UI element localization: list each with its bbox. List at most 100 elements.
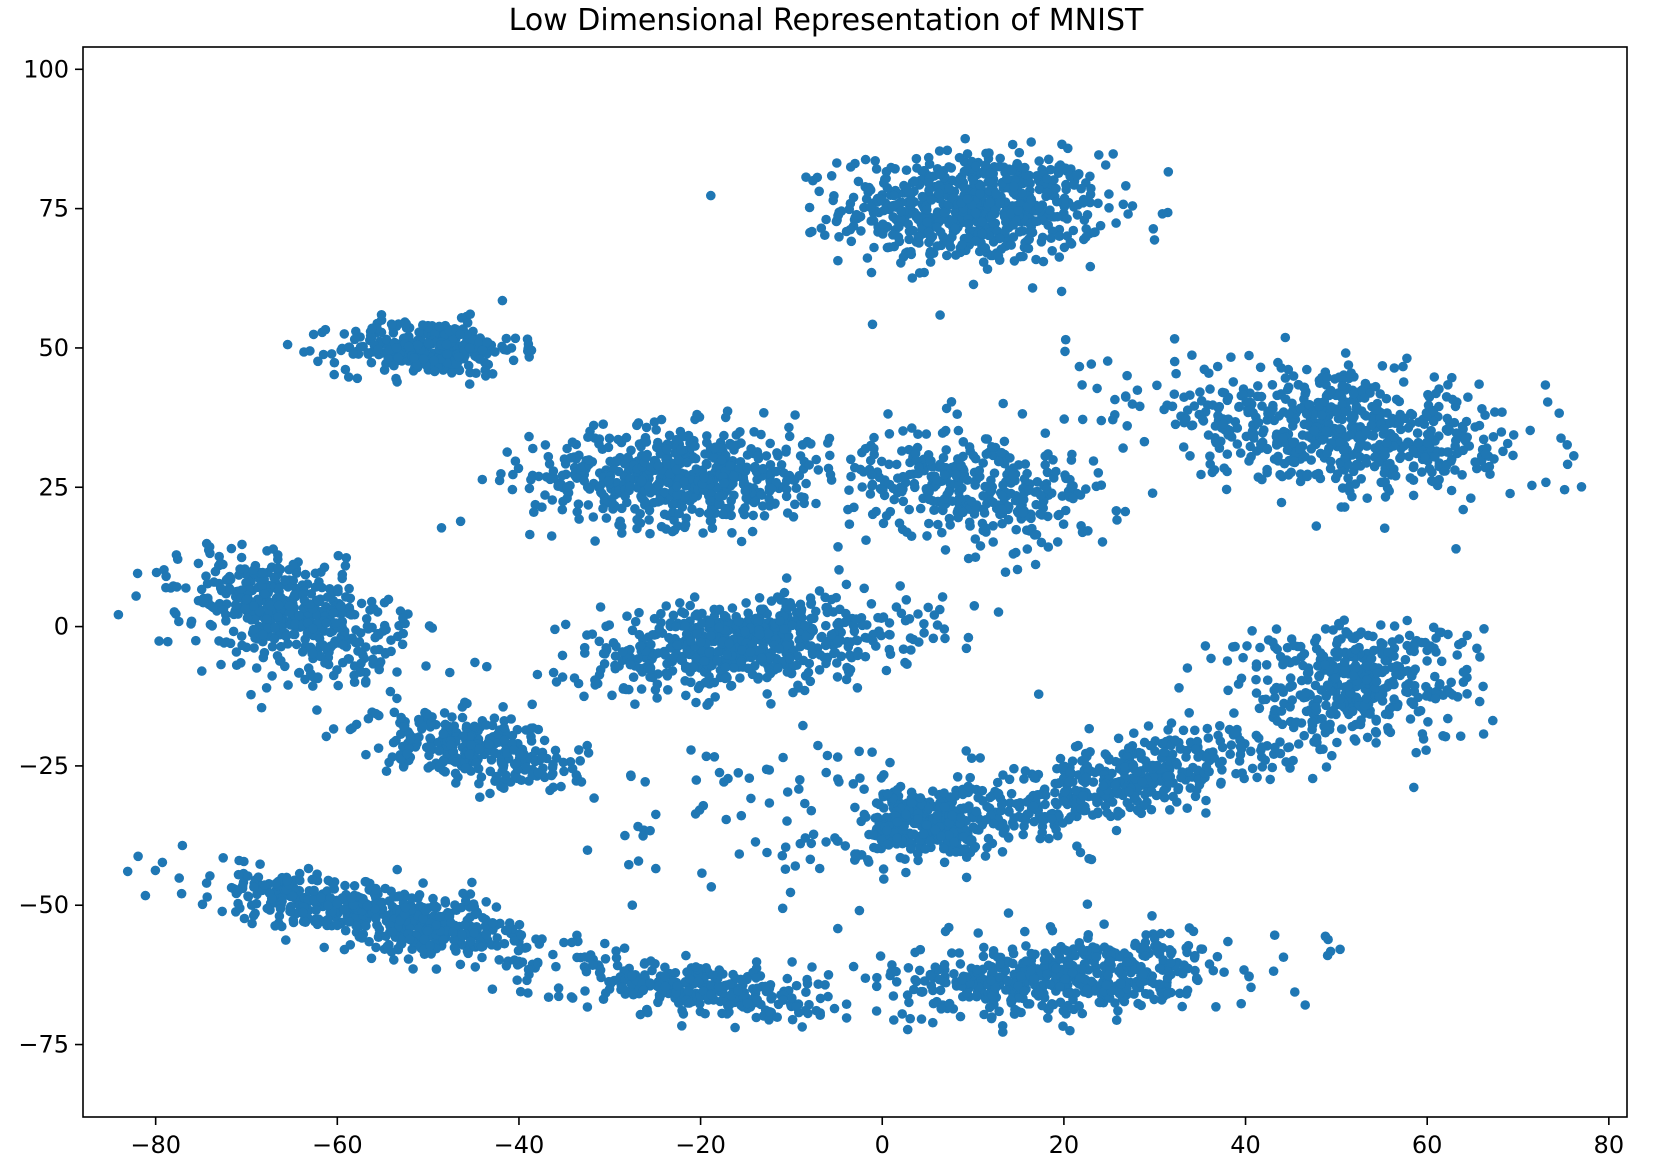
data-point — [898, 496, 909, 507]
data-point — [431, 920, 442, 930]
data-point — [323, 900, 333, 911]
data-point — [628, 989, 639, 1000]
data-point — [729, 663, 739, 673]
data-point — [630, 504, 640, 514]
data-point — [1398, 361, 1408, 372]
data-point — [273, 612, 284, 622]
data-point — [779, 587, 790, 598]
data-point — [1505, 488, 1515, 499]
data-point — [589, 793, 599, 803]
data-point — [1226, 352, 1236, 363]
data-point — [1093, 468, 1104, 478]
data-point — [851, 614, 861, 624]
data-point — [779, 624, 789, 634]
data-point — [1018, 251, 1028, 262]
data-point — [997, 490, 1007, 501]
data-point — [382, 941, 393, 952]
data-point — [611, 477, 622, 488]
data-point — [989, 468, 1000, 479]
data-point — [354, 637, 365, 647]
data-point — [884, 618, 895, 628]
data-point — [474, 744, 485, 754]
data-point — [1338, 407, 1349, 418]
data-point — [436, 523, 447, 533]
data-point — [868, 636, 878, 646]
data-point — [442, 349, 452, 360]
data-point — [217, 906, 227, 917]
data-point — [1163, 167, 1174, 177]
data-point — [1380, 450, 1390, 460]
data-point — [867, 319, 878, 330]
data-point — [1444, 425, 1455, 435]
data-point — [250, 614, 260, 625]
data-point — [830, 647, 840, 658]
data-point — [706, 190, 716, 201]
data-point — [928, 633, 939, 644]
data-point — [884, 429, 895, 439]
data-point — [1527, 480, 1537, 491]
data-point — [813, 979, 823, 989]
data-point — [797, 1022, 807, 1032]
data-point — [674, 455, 684, 465]
data-point — [383, 594, 394, 605]
data-point — [553, 991, 564, 1002]
data-point — [691, 697, 701, 708]
data-point — [1096, 480, 1107, 491]
data-point — [636, 684, 647, 694]
data-point — [807, 649, 818, 660]
data-point — [970, 236, 981, 246]
data-point — [389, 955, 399, 965]
data-point — [797, 440, 808, 450]
data-point — [888, 212, 898, 222]
data-point — [922, 531, 932, 541]
data-point — [870, 156, 880, 166]
data-point — [1007, 139, 1018, 150]
data-point — [1262, 467, 1272, 478]
data-point — [952, 409, 962, 420]
data-point — [896, 258, 906, 268]
data-point — [490, 748, 501, 759]
data-point — [679, 492, 690, 502]
data-point — [469, 721, 480, 732]
data-point — [876, 456, 887, 467]
data-point — [481, 897, 492, 907]
data-point — [1396, 451, 1407, 461]
data-point — [601, 513, 612, 523]
data-point — [333, 586, 343, 597]
data-point — [478, 913, 488, 923]
data-point — [1046, 233, 1056, 243]
data-point — [970, 480, 980, 490]
data-point — [1031, 529, 1042, 540]
data-point — [998, 398, 1008, 409]
data-point — [821, 655, 832, 665]
data-point — [381, 766, 392, 776]
data-point — [853, 646, 863, 657]
data-point — [1428, 416, 1439, 427]
data-point — [843, 504, 853, 515]
data-point — [1458, 504, 1468, 515]
data-point — [499, 938, 510, 949]
data-point — [1343, 459, 1353, 470]
data-point — [1322, 448, 1332, 458]
data-point — [944, 162, 954, 172]
data-point — [510, 333, 521, 344]
data-point — [634, 607, 644, 618]
data-point — [241, 577, 251, 588]
data-point — [1003, 514, 1014, 525]
data-point — [344, 917, 354, 927]
data-point — [339, 904, 349, 915]
data-point — [332, 898, 342, 909]
data-point — [389, 360, 399, 371]
data-point — [373, 344, 384, 355]
data-point — [843, 642, 854, 652]
data-point — [524, 431, 534, 442]
data-point — [1326, 385, 1336, 396]
data-points — [113, 133, 1587, 1037]
data-point — [905, 633, 916, 643]
data-point — [355, 342, 366, 352]
data-point — [970, 534, 981, 544]
data-point — [670, 621, 681, 632]
data-point — [788, 687, 798, 698]
data-point — [463, 948, 474, 959]
data-point — [846, 471, 856, 482]
